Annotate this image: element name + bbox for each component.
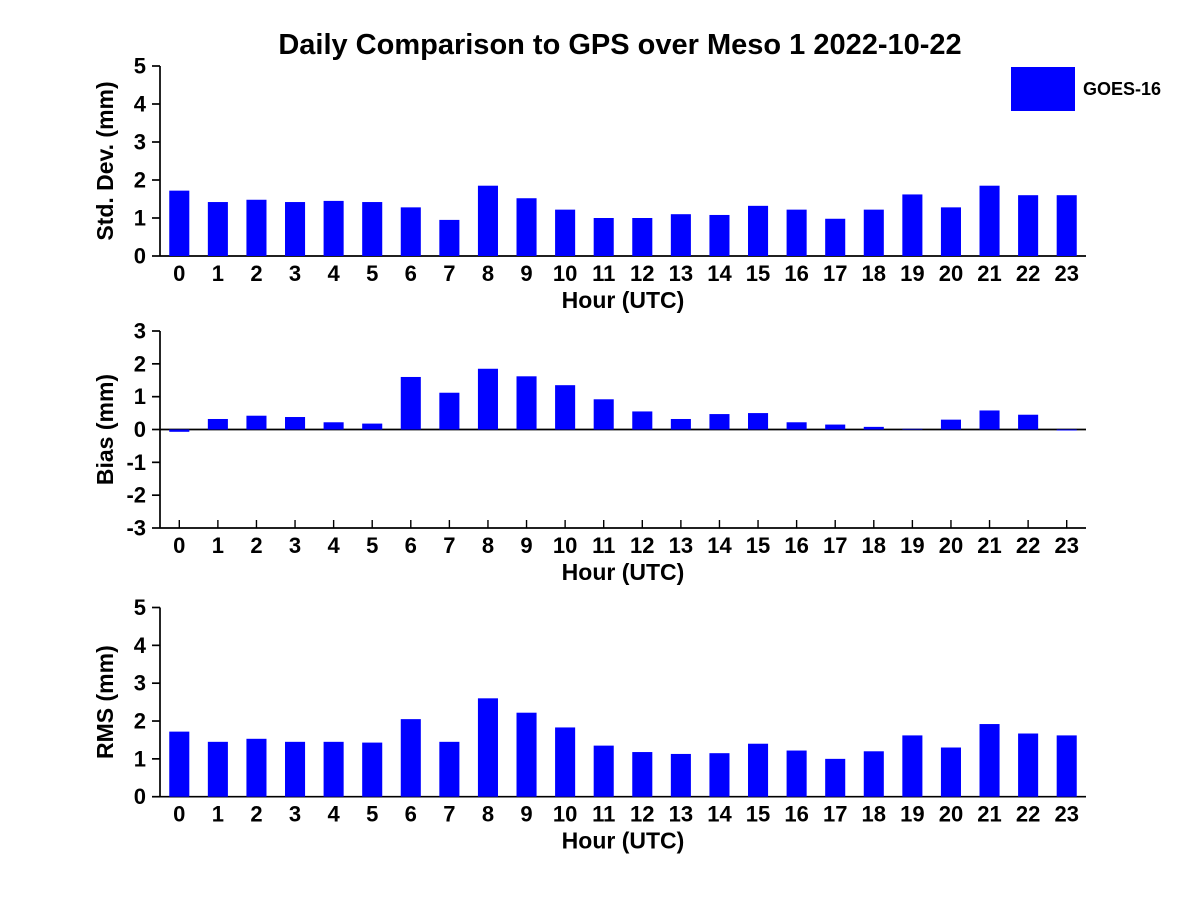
svg-text:15: 15	[746, 261, 770, 286]
svg-text:18: 18	[862, 533, 886, 558]
svg-text:2: 2	[134, 351, 146, 376]
svg-text:1: 1	[134, 384, 146, 409]
svg-text:16: 16	[784, 533, 808, 558]
svg-text:Std. Dev. (mm): Std. Dev. (mm)	[92, 81, 118, 240]
svg-text:11: 11	[592, 261, 615, 286]
svg-text:21: 21	[977, 802, 1001, 827]
svg-text:0: 0	[173, 261, 185, 286]
svg-text:23: 23	[1054, 533, 1078, 558]
svg-text:19: 19	[900, 261, 924, 286]
svg-text:20: 20	[939, 802, 963, 827]
svg-text:13: 13	[669, 533, 693, 558]
svg-text:5: 5	[134, 595, 146, 620]
svg-text:2: 2	[250, 802, 262, 827]
svg-text:2: 2	[134, 709, 146, 734]
svg-text:GOES-16: GOES-16	[1083, 79, 1161, 99]
svg-text:Bias (mm): Bias (mm)	[92, 374, 118, 485]
svg-text:Hour (UTC): Hour (UTC)	[562, 287, 685, 313]
svg-text:0: 0	[134, 244, 146, 269]
svg-text:12: 12	[630, 802, 654, 827]
svg-text:15: 15	[746, 533, 770, 558]
svg-text:4: 4	[328, 261, 341, 286]
svg-text:19: 19	[900, 533, 924, 558]
svg-text:9: 9	[520, 533, 532, 558]
svg-text:6: 6	[405, 802, 417, 827]
svg-text:20: 20	[939, 533, 963, 558]
svg-text:23: 23	[1054, 261, 1078, 286]
svg-text:0: 0	[173, 802, 185, 827]
svg-text:7: 7	[443, 533, 455, 558]
svg-text:Hour (UTC): Hour (UTC)	[562, 559, 685, 585]
svg-text:19: 19	[900, 802, 924, 827]
svg-text:4: 4	[134, 633, 147, 658]
svg-text:17: 17	[823, 533, 847, 558]
svg-text:0: 0	[134, 417, 146, 442]
svg-text:1: 1	[134, 206, 146, 231]
svg-text:2: 2	[250, 533, 262, 558]
svg-text:8: 8	[482, 261, 494, 286]
svg-text:21: 21	[977, 533, 1001, 558]
svg-text:12: 12	[630, 533, 654, 558]
svg-text:5: 5	[366, 802, 378, 827]
svg-text:7: 7	[443, 261, 455, 286]
svg-text:16: 16	[784, 802, 808, 827]
svg-text:1: 1	[212, 261, 224, 286]
svg-text:4: 4	[134, 92, 147, 117]
svg-text:3: 3	[134, 671, 146, 696]
svg-text:4: 4	[328, 802, 341, 827]
svg-text:12: 12	[630, 261, 654, 286]
svg-text:10: 10	[553, 533, 577, 558]
svg-text:-1: -1	[126, 450, 146, 475]
svg-text:11: 11	[592, 802, 615, 827]
svg-text:3: 3	[134, 130, 146, 155]
svg-text:0: 0	[173, 533, 185, 558]
svg-text:9: 9	[520, 802, 532, 827]
svg-text:14: 14	[707, 261, 732, 286]
svg-text:8: 8	[482, 802, 494, 827]
svg-text:1: 1	[212, 533, 224, 558]
svg-text:21: 21	[977, 261, 1001, 286]
svg-text:16: 16	[784, 261, 808, 286]
svg-text:6: 6	[405, 533, 417, 558]
svg-text:22: 22	[1016, 261, 1040, 286]
svg-text:2: 2	[250, 261, 262, 286]
svg-text:Daily Comparison to GPS over M: Daily Comparison to GPS over Meso 1 2022…	[278, 29, 961, 61]
svg-text:0: 0	[134, 784, 146, 809]
svg-text:3: 3	[134, 319, 146, 344]
svg-text:20: 20	[939, 261, 963, 286]
svg-text:10: 10	[553, 261, 577, 286]
svg-text:1: 1	[134, 746, 146, 771]
svg-text:17: 17	[823, 802, 847, 827]
svg-text:14: 14	[707, 533, 732, 558]
svg-text:13: 13	[669, 802, 693, 827]
svg-text:5: 5	[134, 54, 146, 79]
svg-text:4: 4	[328, 533, 341, 558]
svg-text:18: 18	[862, 802, 886, 827]
svg-text:14: 14	[707, 802, 732, 827]
svg-text:18: 18	[862, 261, 886, 286]
svg-text:5: 5	[366, 533, 378, 558]
svg-text:8: 8	[482, 533, 494, 558]
svg-text:7: 7	[443, 802, 455, 827]
svg-text:22: 22	[1016, 802, 1040, 827]
svg-text:13: 13	[669, 261, 693, 286]
svg-text:1: 1	[212, 802, 224, 827]
svg-text:5: 5	[366, 261, 378, 286]
svg-text:3: 3	[289, 261, 301, 286]
svg-text:9: 9	[520, 261, 532, 286]
svg-text:17: 17	[823, 261, 847, 286]
svg-text:RMS (mm): RMS (mm)	[92, 645, 118, 759]
svg-text:-2: -2	[126, 483, 146, 508]
svg-text:23: 23	[1054, 802, 1078, 827]
svg-text:-3: -3	[126, 516, 146, 541]
svg-text:15: 15	[746, 802, 770, 827]
svg-text:3: 3	[289, 802, 301, 827]
svg-text:6: 6	[405, 261, 417, 286]
svg-text:11: 11	[592, 533, 615, 558]
svg-text:3: 3	[289, 533, 301, 558]
svg-text:10: 10	[553, 802, 577, 827]
svg-text:2: 2	[134, 168, 146, 193]
svg-text:22: 22	[1016, 533, 1040, 558]
svg-text:Hour (UTC): Hour (UTC)	[562, 828, 685, 854]
